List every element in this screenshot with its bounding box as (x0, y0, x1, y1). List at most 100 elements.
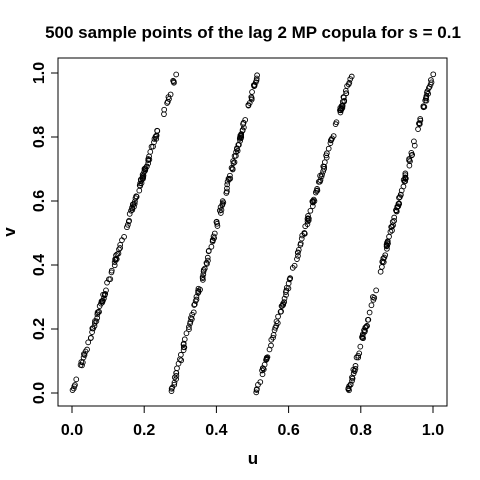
scatter-point (164, 98, 171, 105)
scatter-point (273, 318, 280, 325)
scatter-point (161, 106, 168, 113)
scatter-point (238, 134, 245, 140)
scatter-point (383, 241, 390, 248)
x-axis-label: u (248, 449, 258, 468)
scatter-point (193, 296, 200, 303)
scatter-point (147, 149, 154, 155)
scatter-point (377, 268, 384, 275)
scatter-point (402, 175, 408, 182)
scatter-point (178, 351, 184, 358)
scatter-point (238, 132, 244, 139)
scatter-point (140, 175, 146, 182)
scatter-point (137, 183, 143, 189)
scatter-point (145, 160, 152, 167)
scatter-point (341, 97, 348, 104)
scatter-point (100, 297, 106, 304)
scatter-point (337, 104, 344, 111)
scatter-point (365, 316, 372, 323)
scatter-point (191, 301, 198, 308)
scatter-point (254, 72, 260, 79)
scatter-point (188, 315, 194, 321)
scatter-point (291, 262, 298, 269)
scatter-point (204, 254, 211, 261)
scatter-point (281, 295, 288, 302)
scatter-point (234, 146, 240, 153)
scatter-point (310, 199, 316, 206)
scatter-point (111, 262, 118, 269)
scatter-point (430, 71, 437, 78)
scatter-point (82, 348, 89, 355)
scatter-point (342, 87, 349, 94)
x-tick-label: 1.0 (422, 422, 444, 439)
scatter-point (420, 104, 427, 111)
scatter-point (346, 79, 353, 86)
scatter-point (205, 248, 212, 255)
scatter-point (347, 76, 354, 82)
scatter-point (317, 172, 323, 179)
scatter-point (107, 276, 114, 282)
scatter-point (380, 259, 387, 265)
scatter-point (402, 172, 409, 178)
scatter-point (311, 198, 318, 204)
scatter-point (393, 207, 399, 214)
scatter-point (230, 158, 236, 164)
scatter-point (174, 365, 180, 372)
scatter-point (277, 308, 284, 315)
scatter-point (384, 245, 390, 252)
scatter-point (347, 381, 354, 388)
x-tick-label: 0.4 (205, 422, 227, 439)
scatter-point (225, 175, 232, 182)
scatter-point (168, 388, 175, 394)
scatter-point (321, 159, 328, 166)
scatter-point (180, 341, 187, 348)
scatter-point (112, 257, 119, 263)
scatter-point (349, 377, 355, 384)
scatter-point (428, 77, 434, 83)
scatter-point (254, 386, 260, 392)
scatter-points (69, 71, 437, 396)
scatter-point (199, 274, 206, 280)
scatter-point (217, 204, 224, 210)
scatter-point (205, 257, 211, 264)
x-tick-label: 0.2 (133, 422, 155, 439)
scatter-point (72, 382, 78, 388)
scatter-point (264, 354, 271, 361)
scatter-point (314, 186, 320, 192)
scatter-point (101, 291, 108, 298)
scatter-point (395, 200, 402, 207)
scatter-point (325, 145, 332, 152)
scatter-point (390, 222, 396, 229)
scatter-point (357, 343, 364, 350)
scatter-point (187, 318, 194, 325)
scatter-point (411, 138, 417, 145)
scatter-point (125, 221, 131, 228)
scatter-point (323, 150, 330, 157)
scatter-point (362, 324, 369, 331)
scatter-point (213, 219, 220, 226)
scatter-point (426, 83, 433, 90)
scatter-point (201, 265, 208, 272)
y-tick-label: 1.0 (31, 62, 48, 84)
scatter-point (200, 271, 207, 278)
scatter-point (253, 75, 260, 82)
scatter-point (361, 329, 368, 335)
scatter-point (343, 90, 350, 97)
scatter-point (370, 297, 377, 303)
scatter-point (173, 376, 179, 382)
scatter-point (170, 77, 176, 84)
scatter-point (173, 373, 180, 379)
scatter-point (304, 218, 311, 225)
scatter-point (208, 243, 215, 250)
x-tick-label: 0.0 (61, 422, 83, 439)
scatter-point (259, 371, 266, 378)
scatter-point (219, 198, 226, 204)
scatter-point (87, 335, 94, 341)
scatter-point (355, 352, 361, 359)
scatter-point (297, 242, 304, 248)
scatter-point (285, 280, 292, 287)
scatter-point (167, 91, 174, 98)
scatter-point (370, 294, 376, 300)
scatter-point (287, 275, 294, 282)
scatter-point (400, 183, 407, 190)
